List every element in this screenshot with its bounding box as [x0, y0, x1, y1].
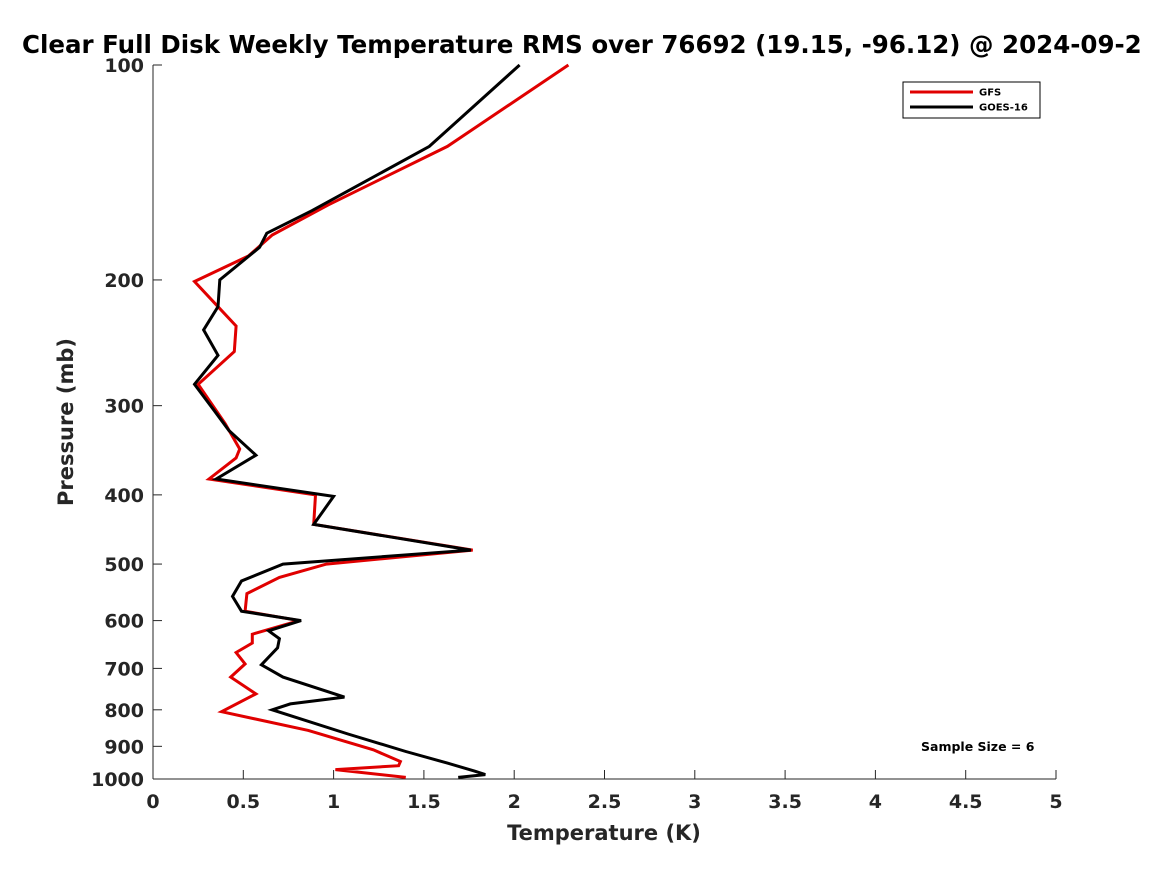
- x-tick-label: 2: [508, 791, 521, 813]
- x-tick-label: 4.5: [949, 791, 983, 813]
- y-tick-label: 200: [104, 270, 144, 292]
- y-tick-label: 100: [104, 55, 144, 77]
- y-tick-label: 700: [104, 658, 144, 680]
- y-tick-label: 1000: [91, 769, 144, 791]
- x-tick-label: 3.5: [768, 791, 802, 813]
- sample-size-annotation: Sample Size = 6: [921, 739, 1035, 754]
- y-axis-label: Pressure (mb): [54, 338, 78, 506]
- x-tick-label: 1.5: [407, 791, 441, 813]
- axes: 0 0.5 1 1.5 2 2.5 3 3.5 4 4.5 5 100 200 300 400 500 600 7…: [91, 55, 1063, 813]
- series-line-goes-16: [192, 63, 521, 779]
- x-tick-label: 1: [327, 791, 340, 813]
- y-tick-label: 600: [104, 611, 144, 633]
- y-tick-label: 300: [104, 396, 144, 418]
- chart-title: Clear Full Disk Weekly Temperature RMS o…: [22, 30, 1142, 59]
- legend-goes-16-label: GOES-16: [979, 103, 1028, 114]
- series-lines: [192, 63, 570, 779]
- x-tick-label: 4: [869, 791, 882, 813]
- y-tick-label: 800: [104, 700, 144, 722]
- legend-gfs-label: GFS: [979, 88, 1001, 99]
- x-tick-label: 3: [688, 791, 701, 813]
- legend: GFS GOES-16: [902, 81, 1041, 119]
- x-tick-label: 0: [146, 791, 159, 813]
- x-tick-label: 2.5: [588, 791, 622, 813]
- legend-box: [902, 81, 1041, 119]
- x-axis-label: Temperature (K): [507, 821, 701, 845]
- y-tick-label: 400: [104, 485, 144, 507]
- y-tick-label: 500: [104, 554, 144, 576]
- series-line-gfs: [192, 63, 570, 779]
- y-tick-label: 900: [104, 736, 144, 758]
- x-tick-label: 5: [1049, 791, 1062, 813]
- x-tick-label: 0.5: [226, 791, 260, 813]
